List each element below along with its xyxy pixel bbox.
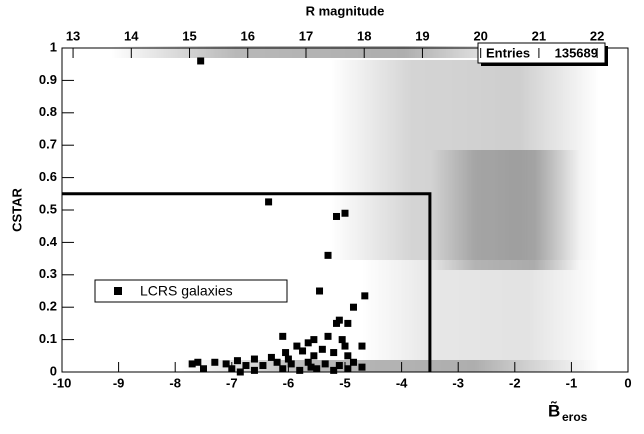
point xyxy=(259,362,267,370)
top-tick-label: 16 xyxy=(241,28,255,43)
y-tick-label: 0.2 xyxy=(39,299,57,314)
y-tick-label: 0 xyxy=(50,363,57,378)
point xyxy=(279,332,287,340)
point xyxy=(222,360,230,368)
y-tick-label: 0.3 xyxy=(39,266,57,281)
legend-label: LCRS galaxies xyxy=(140,283,233,299)
point xyxy=(333,319,341,327)
point xyxy=(344,319,352,327)
y-tick-label: 0.9 xyxy=(39,72,57,87)
stats-value: 135689 xyxy=(555,45,598,60)
point xyxy=(236,368,244,376)
top-axis-label: R magnitude xyxy=(306,3,385,18)
point xyxy=(194,358,202,366)
point xyxy=(316,287,324,295)
top-tick-label: 17 xyxy=(299,28,313,43)
point xyxy=(358,342,366,350)
point xyxy=(250,366,258,374)
point xyxy=(267,353,275,361)
y-tick-label: 0.5 xyxy=(39,201,57,216)
point xyxy=(313,365,321,373)
stats-label: Entries xyxy=(486,45,530,60)
x-tick-label: -3 xyxy=(452,375,464,390)
point xyxy=(310,336,318,344)
point xyxy=(304,358,312,366)
point xyxy=(335,362,343,370)
star-cloud-shading xyxy=(110,46,600,372)
point xyxy=(228,365,236,373)
y-tick-label: 0.4 xyxy=(39,234,58,249)
point xyxy=(242,362,250,370)
x-tick-label: -4 xyxy=(396,375,408,390)
y-axis-label: CSTAR xyxy=(9,187,24,231)
legend: LCRS galaxies xyxy=(94,279,288,303)
point xyxy=(293,342,301,350)
y-tick-label: 1 xyxy=(50,39,57,54)
point xyxy=(338,336,346,344)
point xyxy=(296,366,304,374)
top-tick-label: 14 xyxy=(124,28,139,43)
top-tick-label: 18 xyxy=(357,28,371,43)
point xyxy=(361,292,369,300)
x-tick-label: -2 xyxy=(509,375,521,390)
point xyxy=(344,365,352,373)
point xyxy=(282,349,290,357)
point xyxy=(273,358,281,366)
point xyxy=(287,360,295,368)
point xyxy=(358,363,366,371)
point xyxy=(250,355,258,363)
point xyxy=(200,365,207,373)
top-tick-label: 22 xyxy=(590,28,604,43)
point xyxy=(284,355,292,363)
y-tick-label: 0.8 xyxy=(39,104,57,119)
point xyxy=(299,347,307,355)
x-tick-label: -8 xyxy=(169,375,181,390)
x-tick-label: -10 xyxy=(53,375,72,390)
point xyxy=(211,358,219,366)
x-tick-label: -1 xyxy=(566,375,578,390)
y-tick-label: 0.7 xyxy=(39,137,57,152)
point xyxy=(324,332,332,340)
point xyxy=(349,358,357,366)
point xyxy=(341,209,349,217)
point xyxy=(197,57,205,65)
point xyxy=(349,303,357,311)
point xyxy=(279,365,287,373)
x-tick-label: -9 xyxy=(113,375,125,390)
point xyxy=(310,352,318,360)
point xyxy=(324,251,332,259)
top-tick-label: 19 xyxy=(415,28,429,43)
point xyxy=(307,363,315,371)
x-axis-label: B̃ xyxy=(548,401,560,421)
x-tick-label: -6 xyxy=(283,375,295,390)
point xyxy=(330,366,338,374)
point xyxy=(233,357,241,365)
y-tick-label: 0.6 xyxy=(39,169,57,184)
point xyxy=(344,352,352,360)
cut-line xyxy=(62,192,432,372)
point xyxy=(318,345,326,353)
top-tick-label: 13 xyxy=(66,28,80,43)
point xyxy=(265,198,273,206)
point xyxy=(304,339,312,347)
x-tick-label: -7 xyxy=(226,375,238,390)
point xyxy=(333,212,341,220)
point xyxy=(188,360,196,368)
stats-box: Entries 135689 xyxy=(477,42,608,66)
top-tick-label: 20 xyxy=(473,28,487,43)
x-tick-label: 0 xyxy=(624,375,631,390)
x-axis-label-sub: eros xyxy=(562,410,588,424)
top-tick-label: 15 xyxy=(182,28,196,43)
point xyxy=(341,342,349,350)
top-tick-label: 21 xyxy=(532,28,546,43)
x-tick-label: -5 xyxy=(339,375,351,390)
legend-marker xyxy=(114,287,122,295)
y-tick-label: 0.1 xyxy=(39,331,57,346)
point xyxy=(330,349,338,357)
point xyxy=(321,360,329,368)
